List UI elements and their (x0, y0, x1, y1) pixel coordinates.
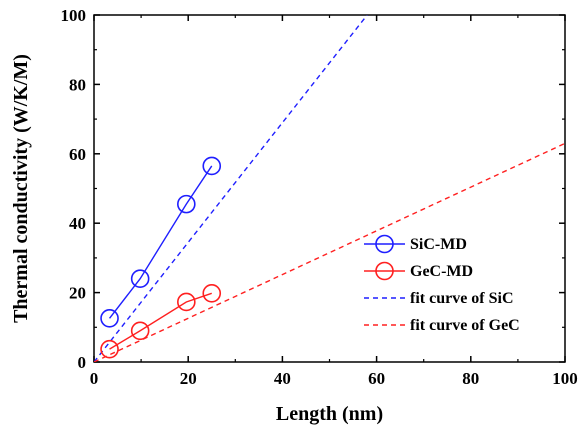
series-line-fit-curve-of-gec (94, 142, 565, 362)
x-tick-label: 80 (462, 369, 479, 388)
x-tick-label: 0 (90, 369, 99, 388)
x-axis-title: Length (nm) (276, 403, 383, 425)
data-point-sic-md (177, 194, 196, 214)
legend-item-fit-curve-of-gec: fit curve of GeC (364, 317, 520, 334)
series-line-fit-curve-of-sic (94, 15, 368, 362)
axis-tick-labels: 0 20 40 60 80 100 0 20 40 60 80 100 (61, 6, 578, 388)
markers-layer (100, 156, 222, 359)
x-tick-label: 40 (274, 369, 291, 388)
series-line-gec-md (109, 292, 212, 350)
y-tick-label: 0 (78, 353, 87, 372)
legend: SiC-MD GeC-MD fit curve of SiC fit curve of… (364, 234, 520, 334)
data-point-gec-md (202, 283, 222, 303)
legend-item-fit-curve-of-sic: fit curve of SiC (364, 290, 514, 307)
legend-swatch-marker (375, 234, 394, 254)
legend-item-gec-md: GeC-MD (364, 261, 473, 281)
data-point-gec-md (100, 339, 119, 359)
y-tick-label: 20 (69, 284, 86, 303)
legend-swatch-marker (375, 261, 394, 281)
y-tick-label: 100 (61, 6, 87, 25)
plot-frame (93, 14, 566, 363)
data-point-gec-md (130, 321, 150, 341)
y-axis-title: Thermal conductivity (W/K/M) (10, 54, 32, 323)
legend-item-sic-md: SiC-MD (364, 234, 467, 254)
y-tick-label: 80 (69, 75, 86, 94)
data-point-sic-md (202, 156, 222, 176)
x-tick-label: 20 (180, 369, 197, 388)
data-point-sic-md (100, 308, 119, 328)
series-layer (94, 15, 565, 362)
data-point-sic-md (130, 269, 150, 289)
y-tick-label: 40 (69, 214, 86, 233)
legend-label: GeC-MD (410, 263, 473, 280)
series-line-sic-md (108, 165, 213, 319)
x-tick-label: 100 (552, 369, 578, 388)
legend-label: fit curve of SiC (410, 290, 514, 307)
legend-label: SiC-MD (410, 236, 467, 253)
y-tick-label: 60 (69, 145, 86, 164)
axis-ticks (93, 14, 566, 363)
data-point-gec-md (177, 292, 196, 312)
x-tick-label: 60 (368, 369, 385, 388)
legend-label: fit curve of GeC (410, 317, 520, 334)
